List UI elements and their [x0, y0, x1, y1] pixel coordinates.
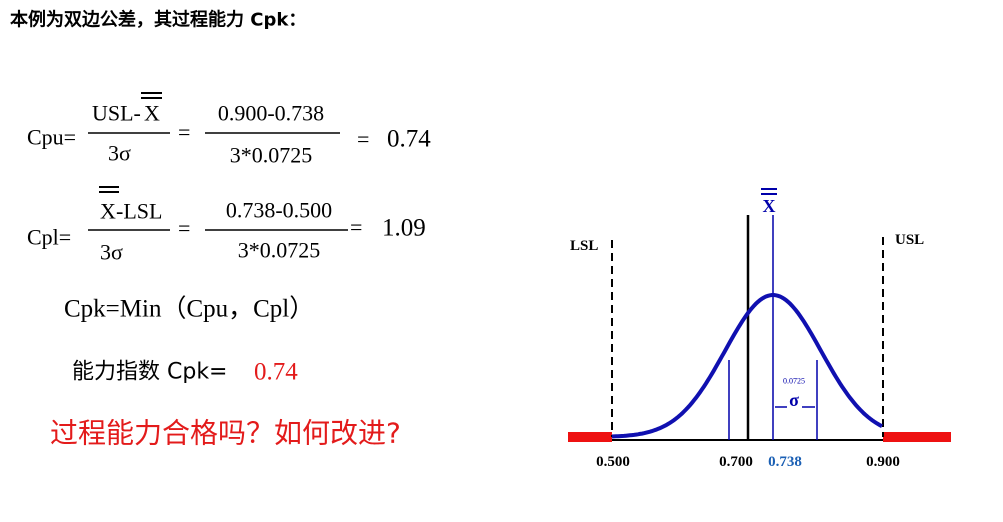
axis-label: 0.500: [596, 454, 630, 470]
denominator: 3σ: [108, 141, 131, 166]
axis-label: 0.700: [719, 454, 753, 470]
numerator: 0.738-0.500: [226, 198, 332, 223]
equals: =: [350, 215, 362, 240]
x-bar: X: [100, 199, 116, 224]
question: 过程能力合格吗？如何改进?: [50, 417, 401, 450]
cpk-formula: Cpk=Min（Cpu，Cpl）: [64, 295, 314, 323]
mean-symbol: X: [763, 196, 776, 216]
usl-label: USL: [895, 232, 924, 248]
cpu-label: Cpu=: [27, 125, 76, 150]
denominator: 3*0.0725: [230, 143, 313, 168]
x-bar: X: [144, 101, 160, 126]
cpk-label: 能力指数 Cpk=: [72, 360, 228, 385]
numerator: -LSL: [116, 199, 162, 224]
normal-curve: [611, 293, 883, 439]
result: 0.74: [387, 126, 431, 153]
numerator: USL-: [92, 101, 141, 126]
result: 1.09: [382, 215, 426, 242]
cpl-label: Cpl=: [27, 225, 71, 250]
equals: =: [357, 127, 369, 152]
out-of-spec-left: [568, 432, 612, 442]
lsl-label: LSL: [570, 238, 598, 254]
equals: =: [178, 120, 190, 145]
axis-label: 0.900: [866, 454, 900, 470]
cpk-value: 0.74: [254, 359, 298, 386]
sigma-symbol: σ: [789, 390, 799, 410]
cpl-formula: Cpl= X -LSL 3σ = 0.738-0.500 3*0.0725 = …: [27, 186, 426, 265]
denominator: 3*0.0725: [238, 238, 321, 263]
sigma-value: 0.0725: [783, 377, 805, 386]
denominator: 3σ: [100, 240, 123, 265]
out-of-spec-right: [883, 432, 951, 442]
axis-label: 0.738: [768, 454, 802, 470]
equals: =: [178, 216, 190, 241]
cpu-formula: Cpu= USL- X 3σ = 0.900-0.738 3*0.0725 = …: [27, 92, 431, 168]
distribution-diagram: 0.0725 σ X LSL USL 0.500 0.700 0.738 0.9…: [568, 188, 951, 470]
title: 本例为双边公差，其过程能力 Cpk：: [10, 9, 306, 31]
numerator: 0.900-0.738: [218, 101, 324, 126]
